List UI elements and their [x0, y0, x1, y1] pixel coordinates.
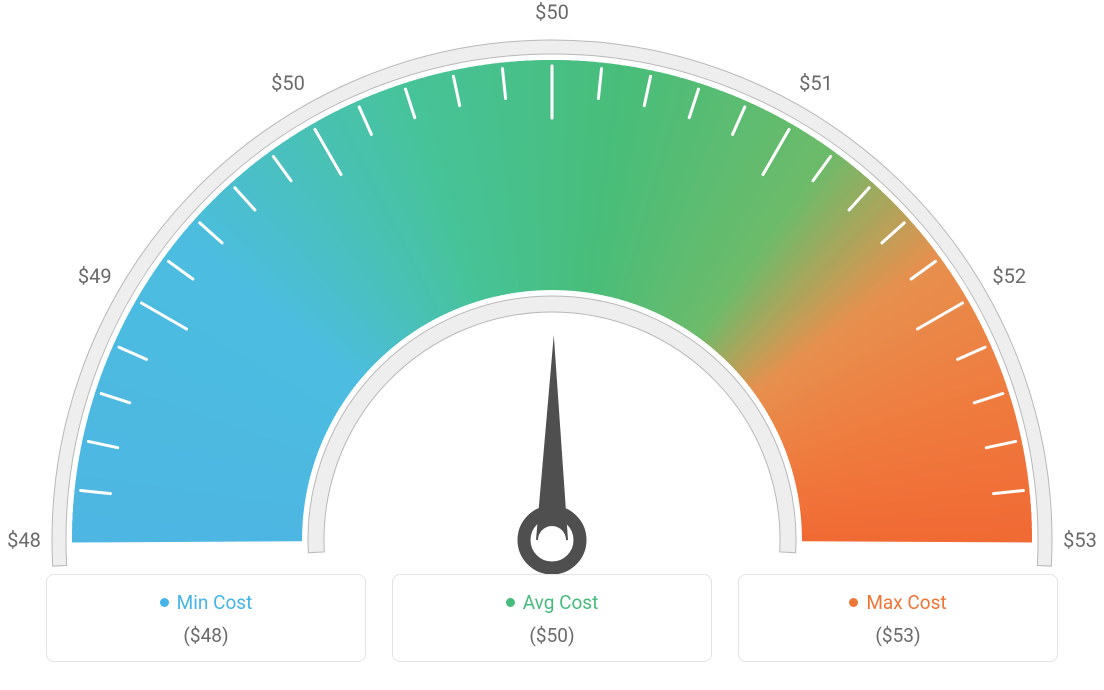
legend-row: Min Cost ($48) Avg Cost ($50) Max Cost (…: [0, 574, 1104, 662]
legend-label: Min Cost: [177, 591, 253, 614]
gauge-scale-label: $53: [1063, 528, 1097, 552]
gauge-scale-label: $52: [992, 264, 1026, 288]
legend-title-max: Max Cost: [849, 591, 946, 614]
legend-card-avg: Avg Cost ($50): [392, 574, 712, 662]
gauge-chart: $48 $49 $50 $50 $51 $52 $53: [0, 0, 1104, 560]
legend-value: ($48): [57, 624, 355, 647]
gauge-scale-label: $50: [535, 0, 569, 24]
gauge-scale-label: $51: [799, 71, 833, 95]
legend-label: Avg Cost: [523, 591, 599, 614]
dot-icon: [506, 598, 515, 607]
gauge-scale-label: $48: [7, 528, 41, 552]
legend-card-max: Max Cost ($53): [738, 574, 1058, 662]
legend-value: ($53): [749, 624, 1047, 647]
legend-card-min: Min Cost ($48): [46, 574, 366, 662]
legend-title-avg: Avg Cost: [506, 591, 599, 614]
dot-icon: [849, 598, 858, 607]
legend-title-min: Min Cost: [160, 591, 253, 614]
legend-value: ($50): [403, 624, 701, 647]
dot-icon: [160, 598, 169, 607]
gauge-scale-label: $49: [78, 264, 112, 288]
gauge-svg: [32, 20, 1072, 575]
gauge-scale-label: $50: [271, 71, 305, 95]
legend-label: Max Cost: [866, 591, 946, 614]
